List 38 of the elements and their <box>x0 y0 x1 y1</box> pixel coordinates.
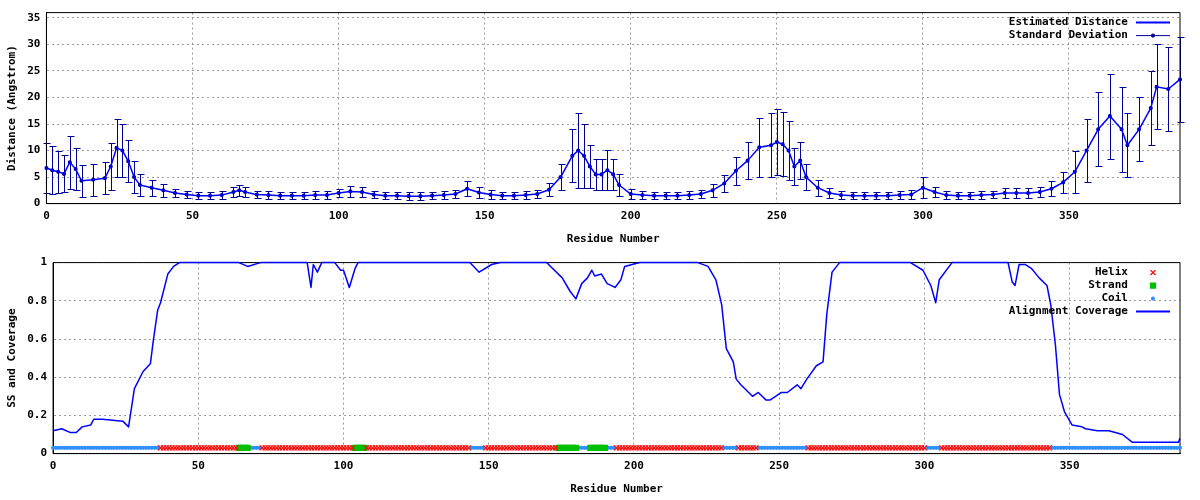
x-tick-label: 350 <box>1059 209 1079 223</box>
y-tick-label: 0 <box>33 196 41 210</box>
legend-label: Standard Deviation <box>1008 28 1128 42</box>
x-tick-label: 50 <box>191 459 205 473</box>
y-tick-label: 0.6 <box>27 331 48 345</box>
x-tick-label: 350 <box>1059 459 1080 473</box>
x-tick-label: 100 <box>328 209 349 223</box>
y-tick-label: 35 <box>27 10 41 24</box>
x-tick-label: 150 <box>478 459 499 473</box>
y-tick-label: 0.2 <box>27 408 48 422</box>
y-tick-label: 0.4 <box>27 370 48 384</box>
x-axis-title: Residue Number <box>570 482 664 496</box>
y-tick-label: 10 <box>27 143 41 157</box>
x-tick-label: 200 <box>620 209 641 223</box>
x-tick-label: 50 <box>185 209 200 223</box>
x-tick-label: 300 <box>912 209 933 223</box>
x-axis-title: Residue Number <box>566 232 660 246</box>
x-tick-label: 300 <box>914 459 935 473</box>
y-tick-label: 0 <box>40 446 48 460</box>
legend-label: Estimated Distance <box>1008 15 1129 29</box>
y-tick-label: 5 <box>33 169 41 183</box>
y-tick-label: 15 <box>27 116 41 130</box>
y-tick-label: 25 <box>27 63 41 77</box>
x-tick-label: 100 <box>333 459 354 473</box>
y-tick-label: 0.8 <box>27 293 48 307</box>
legend-label: Helix <box>1094 265 1129 279</box>
legend-label: Strand <box>1088 278 1128 292</box>
y-tick-label: 30 <box>27 37 41 51</box>
y-axis-title: Distance (Angstrom) <box>5 45 19 172</box>
legend-label: Coil <box>1101 291 1128 305</box>
x-tick-label: 200 <box>624 459 644 473</box>
x-tick-label: 150 <box>474 209 495 223</box>
x-tick-label: 250 <box>769 459 790 473</box>
y-tick-label: 20 <box>27 90 41 104</box>
y-tick-label: 1 <box>40 255 48 269</box>
x-tick-label: 0 <box>49 459 57 473</box>
y-axis-title: SS and Coverage <box>5 308 19 408</box>
x-tick-label: 250 <box>766 209 787 223</box>
